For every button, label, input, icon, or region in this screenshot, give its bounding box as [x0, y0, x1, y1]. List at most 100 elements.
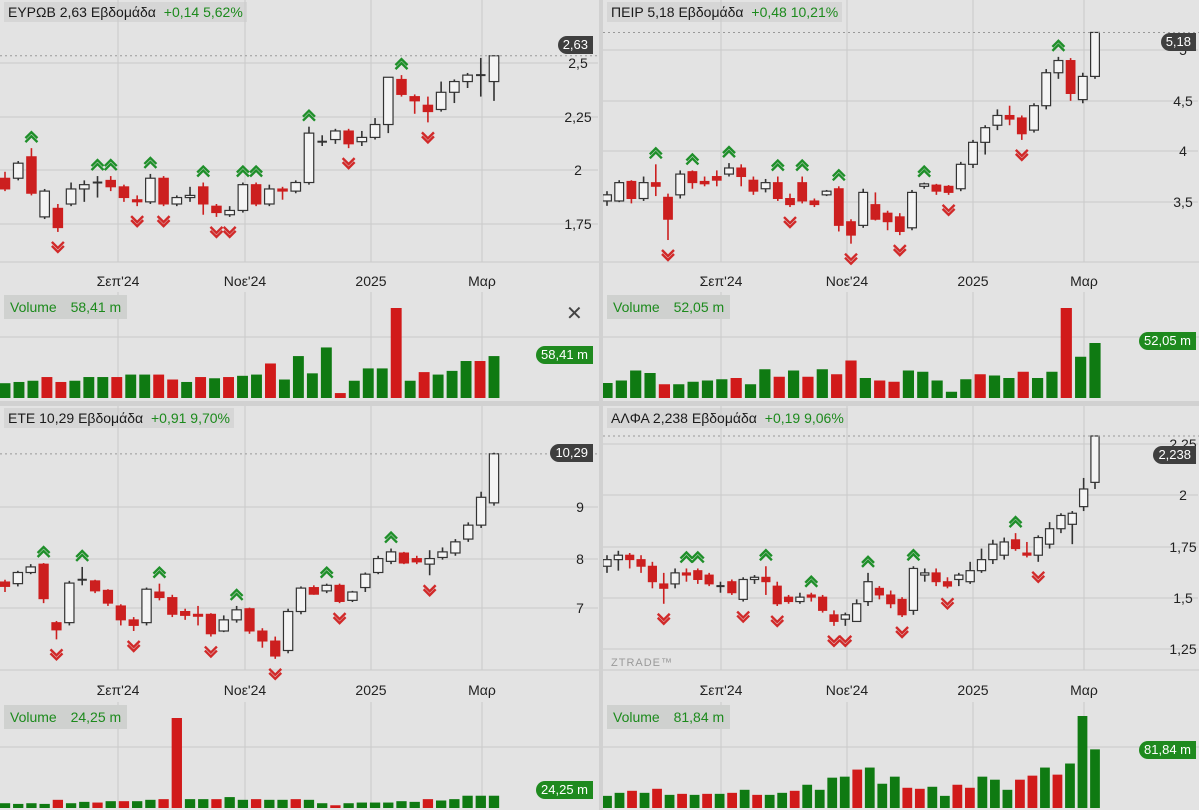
x-tick-label: 2025	[355, 682, 386, 698]
candle-body-up	[1053, 59, 1064, 74]
volume-bar	[716, 379, 728, 398]
price-pane-evrov[interactable]: 2,5 2,25 2 1,75 Σεπ'24 Νοε'24 2025 Μαρ ΕΥΡΩΒ 2,…	[0, 0, 599, 291]
volume-bar	[376, 368, 388, 398]
candle	[681, 568, 692, 582]
candle	[218, 615, 229, 633]
volume-bar	[1040, 767, 1050, 808]
candle	[463, 522, 474, 542]
candle-body-doji	[92, 181, 103, 184]
sell-signal-chevron-icon	[268, 668, 283, 681]
x-tick-label: Νοε'24	[826, 273, 869, 289]
volume-bar	[787, 370, 800, 398]
volume-bar	[105, 801, 116, 808]
candle-body-down	[647, 565, 657, 583]
volume-bar	[409, 801, 420, 808]
volume-bar	[125, 374, 137, 398]
last-price: 10,29	[39, 410, 75, 426]
chart-header-peir: ΠΕΙΡ 5,18 Εβδομάδα +0,48 10,21%	[607, 2, 843, 22]
volume-bar	[475, 795, 486, 808]
candle	[317, 135, 327, 146]
candle-body-down	[681, 572, 692, 576]
candlestick-chart-evrov[interactable]: 2,5 2,25 2 1,75 Σεπ'24 Νοε'24 2025 Μαρ	[0, 0, 599, 291]
candle	[761, 566, 771, 595]
candle	[424, 550, 435, 576]
buy-signal-chevron-icon	[249, 164, 263, 178]
candle	[809, 198, 820, 208]
price-pane-ete[interactable]: 9 8 7 Σεπ'24 Νοε'24 2025 Μαρ ΕΤΕ 10,29 Εβδομάδ…	[0, 406, 599, 700]
candle	[411, 555, 422, 565]
candle	[321, 583, 332, 594]
candle-body-up	[738, 578, 748, 600]
volume-chart-ete[interactable]	[0, 702, 599, 810]
volume-bar	[917, 371, 929, 398]
period-label: Εβδομάδα	[678, 4, 744, 20]
volume-chart-alfa[interactable]	[603, 702, 1199, 810]
horizontal-divider-middle[interactable]	[0, 401, 1199, 406]
volume-pane-peir[interactable]: Volume 52,05 m 52,05 m	[603, 292, 1199, 400]
volume-bar	[952, 784, 963, 808]
candle	[52, 204, 64, 232]
volume-bar	[839, 776, 850, 808]
volume-bar	[418, 372, 430, 398]
candle	[12, 161, 24, 181]
candle-body-up	[920, 572, 930, 576]
candle	[999, 537, 1009, 560]
candle-body-up	[840, 614, 851, 620]
candle-body-up	[282, 610, 294, 652]
price-pane-alfa[interactable]: 2,25 2 1,75 1,5 1,25 Σεπ'24 Νοε'24 2025 Μαρ ΑΛΦΑ…	[603, 406, 1199, 700]
candle	[988, 539, 998, 565]
candle	[158, 176, 169, 207]
volume-bar	[27, 380, 39, 398]
candle-body-up	[724, 167, 734, 175]
candle	[663, 193, 673, 241]
volume-chart-evrov[interactable]	[0, 292, 599, 400]
candle	[25, 564, 36, 575]
volume-pane-evrov[interactable]: Volume 58,41 m ✕ 58,41 m	[0, 292, 599, 400]
candlestick-chart-ete[interactable]: 9 8 7 Σεπ'24 Νοε'24 2025 Μαρ	[0, 406, 599, 700]
candle	[250, 182, 262, 207]
volume-pane-ete[interactable]: Volume 24,25 m 24,25 m	[0, 702, 599, 810]
candle-body-down	[396, 78, 407, 95]
candle-body-down	[818, 596, 828, 611]
candle	[772, 581, 782, 606]
candle-body-down	[1065, 60, 1076, 94]
candle	[670, 568, 680, 589]
close-x-icon[interactable]: ✕	[566, 303, 583, 325]
volume-bar	[644, 373, 656, 398]
candle	[205, 613, 217, 637]
volume-bar	[181, 381, 193, 398]
candle-body-up	[614, 182, 625, 202]
candle	[450, 539, 461, 556]
volume-bar	[777, 792, 788, 808]
volume-pane-alfa[interactable]: Volume 81,84 m 81,84 m	[603, 702, 1199, 810]
volume-bar	[356, 802, 367, 808]
candle-body-down	[687, 171, 698, 184]
candle-body-down	[727, 581, 737, 594]
candle	[308, 585, 319, 595]
candle-body-down	[38, 563, 49, 600]
buy-signal-chevron-icon	[1008, 515, 1023, 528]
volume-bar	[1065, 763, 1075, 808]
candle-body-up	[1033, 536, 1043, 556]
y-tick-label: 2,25	[564, 109, 591, 125]
volume-bar	[1052, 774, 1063, 808]
volume-bar	[1027, 775, 1038, 808]
candle	[806, 592, 816, 602]
candle	[89, 579, 101, 594]
buy-signal-chevron-icon	[770, 158, 785, 172]
sell-signal-chevron-icon	[49, 648, 64, 662]
x-tick-label: Νοε'24	[224, 273, 267, 289]
volume-bar	[290, 799, 301, 808]
volume-bar	[306, 373, 318, 398]
y-tick-label: 1,75	[1169, 539, 1196, 555]
candle	[1022, 541, 1032, 558]
sell-signal-chevron-icon	[156, 215, 171, 228]
candle-body-up	[78, 184, 90, 190]
volume-bar	[334, 393, 346, 398]
sell-signal-chevron-icon	[838, 635, 853, 648]
candle	[398, 551, 410, 565]
candle	[1029, 103, 1039, 133]
